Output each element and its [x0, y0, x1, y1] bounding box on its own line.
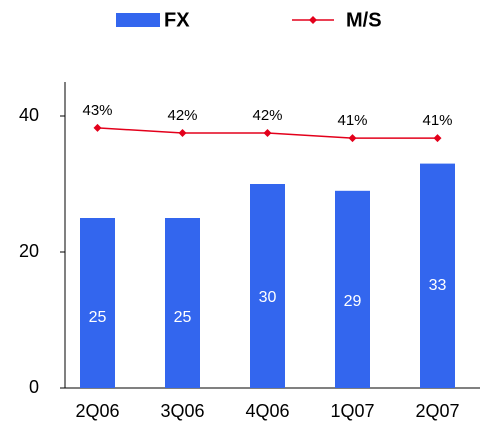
legend-swatch — [116, 13, 160, 27]
legend-label: FX — [164, 9, 190, 31]
x-tick-label: 2Q06 — [75, 401, 119, 421]
x-tick-label: 2Q07 — [415, 401, 459, 421]
y-tick-label: 20 — [19, 241, 39, 261]
bar-value-label: 25 — [174, 309, 192, 326]
line-value-label: 41% — [337, 112, 367, 129]
line-value-label: 42% — [167, 107, 197, 124]
bar-value-label: 33 — [429, 277, 447, 294]
legend-label: M/S — [346, 9, 382, 31]
bar-value-label: 29 — [344, 293, 362, 310]
line-value-label: 41% — [422, 112, 452, 129]
y-tick-label: 0 — [29, 377, 39, 397]
bar — [250, 184, 285, 388]
x-tick-label: 3Q06 — [160, 401, 204, 421]
x-tick-label: 1Q07 — [330, 401, 374, 421]
bar — [420, 163, 455, 388]
line-value-label: 42% — [252, 107, 282, 124]
line-marker — [178, 129, 187, 137]
line-value-label: 43% — [82, 102, 112, 119]
bar-value-label: 30 — [259, 289, 277, 306]
y-tick-label: 40 — [19, 105, 39, 125]
line-marker — [433, 134, 442, 143]
bar-value-label: 25 — [89, 309, 107, 326]
bar — [165, 218, 200, 388]
bar — [80, 218, 115, 388]
line-marker — [348, 134, 357, 143]
line-marker — [263, 129, 272, 137]
x-tick-label: 4Q06 — [245, 401, 289, 421]
legend-marker — [309, 16, 317, 24]
line-marker — [93, 123, 102, 132]
bar — [335, 190, 370, 388]
